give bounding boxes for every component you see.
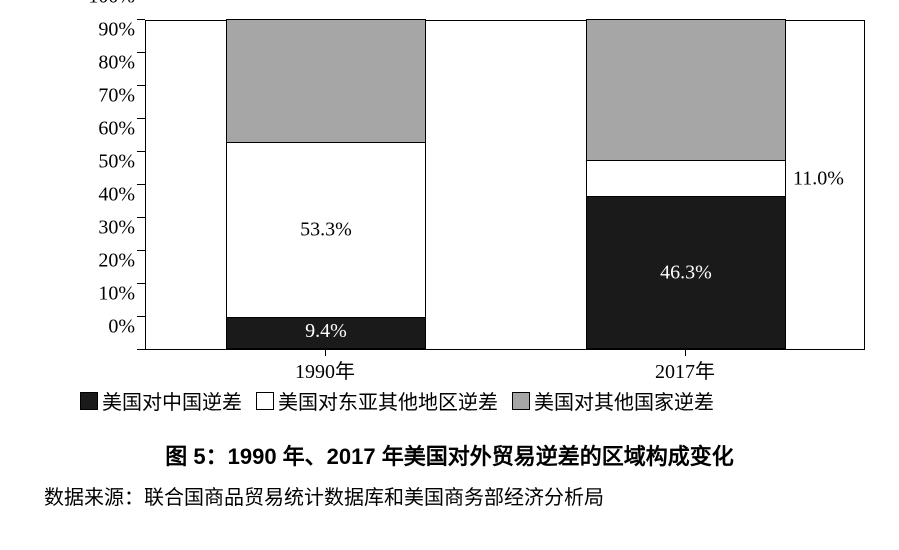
segment-eastasia-1990: 53.3% — [227, 142, 425, 317]
data-label: 46.3% — [587, 261, 785, 284]
y-tick-label: 80% — [98, 52, 135, 75]
y-tick-label: 40% — [98, 184, 135, 207]
y-tick-label: 20% — [98, 250, 135, 273]
y-axis: 0% 10% 20% 30% 40% 50% 60% 70% 80% 90% 1… — [60, 20, 145, 350]
figure-caption: 图 5：1990 年、2017 年美国对外贸易逆差的区域构成变化 — [40, 439, 859, 471]
segment-china-2017: 46.3% — [587, 196, 785, 348]
segment-china-1990: 9.4% — [227, 317, 425, 348]
segment-other-1990 — [227, 20, 425, 142]
legend-swatch — [512, 392, 530, 410]
data-label: 53.3% — [227, 219, 425, 242]
legend-label: 美国对其他国家逆差 — [534, 386, 714, 415]
y-tick-label: 70% — [98, 85, 135, 108]
y-tick-label: 100% — [88, 0, 135, 9]
legend-label: 美国对中国逆差 — [102, 386, 242, 415]
y-tick-label: 50% — [98, 151, 135, 174]
data-label: 9.4% — [227, 320, 425, 343]
bar-2017: 11.0% 46.3% — [586, 19, 786, 349]
segment-other-2017 — [587, 20, 785, 160]
bar-1990: 53.3% 9.4% — [226, 19, 426, 349]
plot-area: 53.3% 9.4% 11.0% 46.3% — [145, 20, 865, 350]
y-tick-label: 30% — [98, 217, 135, 240]
data-source: 数据来源：联合国商品贸易统计数据库和美国商务部经济分析局 — [44, 481, 859, 510]
legend-label: 美国对东亚其他地区逆差 — [278, 386, 498, 415]
legend-item: 美国对东亚其他地区逆差 — [256, 386, 498, 415]
legend-item: 美国对其他国家逆差 — [512, 386, 714, 415]
x-tick-label: 1990年 — [225, 355, 425, 384]
y-tick-label: 0% — [108, 316, 135, 339]
y-tick-label: 90% — [98, 19, 135, 42]
y-tick-label: 10% — [98, 283, 135, 306]
legend-swatch — [80, 392, 98, 410]
legend: 美国对中国逆差 美国对东亚其他地区逆差 美国对其他国家逆差 — [80, 386, 859, 415]
segment-eastasia-2017: 11.0% — [587, 160, 785, 196]
legend-swatch — [256, 392, 274, 410]
x-tick-label: 2017年 — [585, 355, 785, 384]
y-tick-label: 60% — [98, 118, 135, 141]
stacked-bar-chart: 0% 10% 20% 30% 40% 50% 60% 70% 80% 90% 1… — [60, 20, 880, 380]
legend-item: 美国对中国逆差 — [80, 386, 242, 415]
data-label: 11.0% — [785, 167, 844, 190]
